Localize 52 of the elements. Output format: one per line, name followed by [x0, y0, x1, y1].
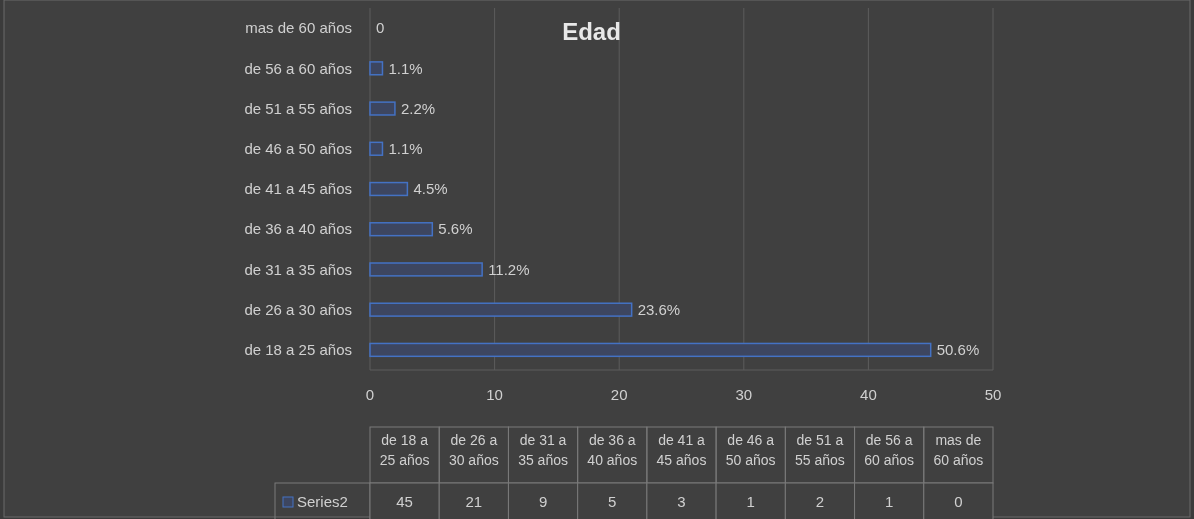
- x-tick-label: 0: [365, 386, 375, 403]
- x-tick-label: de 26 a 30 años: [448, 432, 499, 468]
- x-tick-label: de 51 a 55 años: [795, 432, 845, 468]
- y-tick-label: de 36 a 40 años: [244, 220, 352, 238]
- data-label: 1: [884, 493, 894, 510]
- data-label: 1: [746, 493, 755, 510]
- y-tick-label: de 51 a 55 años: [244, 99, 352, 117]
- text: 1.1%: [388, 59, 423, 77]
- x-tick-label: de 31 a 35 años: [518, 432, 568, 468]
- bar: [369, 181, 409, 197]
- data-label: 45: [396, 493, 413, 510]
- y-tick-label: de 56 a 60 años: [244, 59, 352, 77]
- bar: [369, 101, 396, 116]
- text: 4.5%: [413, 180, 448, 198]
- text: 1.1%: [388, 140, 423, 158]
- bar: [369, 141, 384, 156]
- x-tick-label: de 56 a 60 años: [864, 432, 915, 468]
- x-tick-label: de 18 a 25 años: [379, 432, 430, 468]
- text: 23.6%: [637, 300, 681, 318]
- data-label: 5: [608, 493, 617, 510]
- x-tick-label: de 41 a 45 años: [656, 432, 707, 468]
- data-label: 3: [677, 493, 686, 510]
- x-tick-label: mas de 60 años: [933, 432, 984, 468]
- y-tick-label: de 31 a 35 años: [244, 260, 352, 278]
- x-tick-label: 50: [984, 386, 1002, 403]
- data-label: 21: [465, 493, 483, 510]
- bar: [369, 61, 384, 76]
- text: 0: [376, 19, 385, 37]
- x-tick-label: de 36 a 40 años: [587, 432, 638, 468]
- y-tick-label: mas de 60 años: [245, 19, 352, 37]
- data-label: 2: [815, 493, 825, 510]
- y-tick-label: de 41 a 45 años: [244, 180, 352, 198]
- bar: [369, 222, 434, 237]
- x-tick-label: de 46 a 50 años: [725, 432, 776, 468]
- data-label: 9: [538, 493, 548, 510]
- bar: [369, 302, 633, 317]
- y-tick-label: de 18 a 25 años: [244, 341, 352, 359]
- x-tick-label: 30: [735, 386, 753, 403]
- text: 50.6%: [936, 341, 980, 359]
- bar: [369, 342, 932, 358]
- chart-title: Edad: [562, 18, 621, 45]
- x-tick-label: 10: [486, 386, 503, 403]
- text: 5.6%: [438, 220, 473, 238]
- bar: [369, 262, 483, 277]
- data-label: 0: [954, 493, 963, 510]
- text: 11.2%: [488, 260, 530, 278]
- text: 2.2%: [400, 99, 436, 117]
- x-tick-label: 20: [610, 386, 628, 403]
- x-tick-label: 40: [860, 386, 877, 403]
- legend-label: Series2: [297, 493, 348, 510]
- y-tick-label: de 26 a 30 años: [244, 300, 352, 318]
- y-tick-label: de 46 a 50 años: [244, 140, 352, 158]
